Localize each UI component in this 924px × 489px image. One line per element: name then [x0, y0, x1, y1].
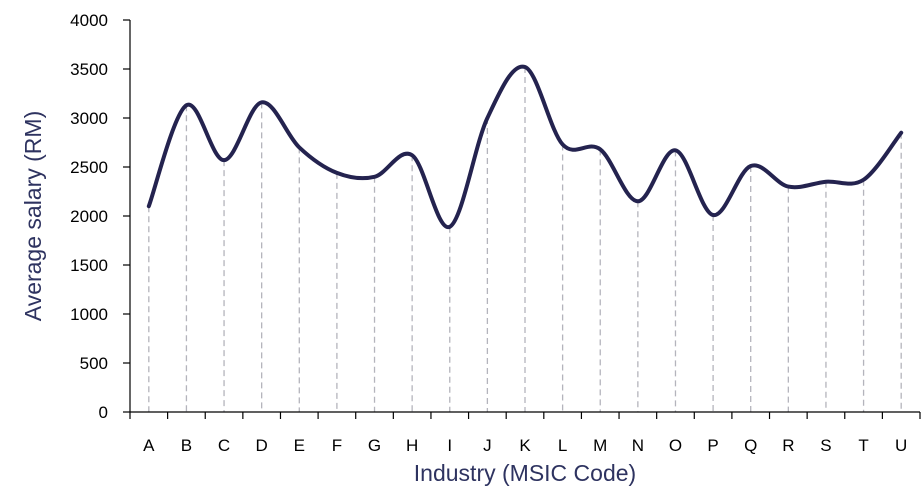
- x-tick-label-L: L: [558, 436, 567, 455]
- y-tick-label: 500: [80, 354, 108, 373]
- y-tick-label: 1000: [70, 305, 108, 324]
- y-tick-label: 4000: [70, 11, 108, 30]
- x-tick-label-O: O: [669, 436, 682, 455]
- y-tick-label: 0: [99, 403, 108, 422]
- x-tick-label-T: T: [858, 436, 868, 455]
- x-tick-label-S: S: [820, 436, 831, 455]
- y-tick-label: 2500: [70, 158, 108, 177]
- x-tick-label-B: B: [181, 436, 192, 455]
- x-tick-label-E: E: [294, 436, 305, 455]
- y-axis-title: Average salary (RM): [20, 111, 46, 321]
- x-tick-label-I: I: [447, 436, 452, 455]
- x-tick-label-P: P: [707, 436, 718, 455]
- x-axis-title: Industry (MSIC Code): [414, 460, 636, 486]
- x-tick-label-G: G: [368, 436, 381, 455]
- y-ticks: 0 500 1000 1500 2000 2500 3000 3500 4000: [70, 11, 130, 422]
- x-tick-label-U: U: [895, 436, 907, 455]
- y-tick-label: 3500: [70, 60, 108, 79]
- x-tick-label-K: K: [519, 436, 531, 455]
- x-tick-label-R: R: [782, 436, 794, 455]
- x-tick-label-F: F: [332, 436, 342, 455]
- y-tick-label: 2000: [70, 207, 108, 226]
- x-ticks: A B C D E F G H I J K L M N O P Q R S T U: [129, 412, 921, 455]
- y-tick-label: 3000: [70, 109, 108, 128]
- x-tick-label-C: C: [218, 436, 230, 455]
- series-line: [146, 64, 904, 229]
- drop-lines: [148, 67, 902, 412]
- x-tick-label-M: M: [593, 436, 607, 455]
- x-tick-label-Q: Q: [744, 436, 757, 455]
- x-tick-label-D: D: [256, 436, 268, 455]
- x-tick-label-N: N: [632, 436, 644, 455]
- x-tick-label-A: A: [143, 436, 155, 455]
- x-tick-label-H: H: [406, 436, 418, 455]
- x-tick-label-J: J: [483, 436, 492, 455]
- y-tick-label: 1500: [70, 256, 108, 275]
